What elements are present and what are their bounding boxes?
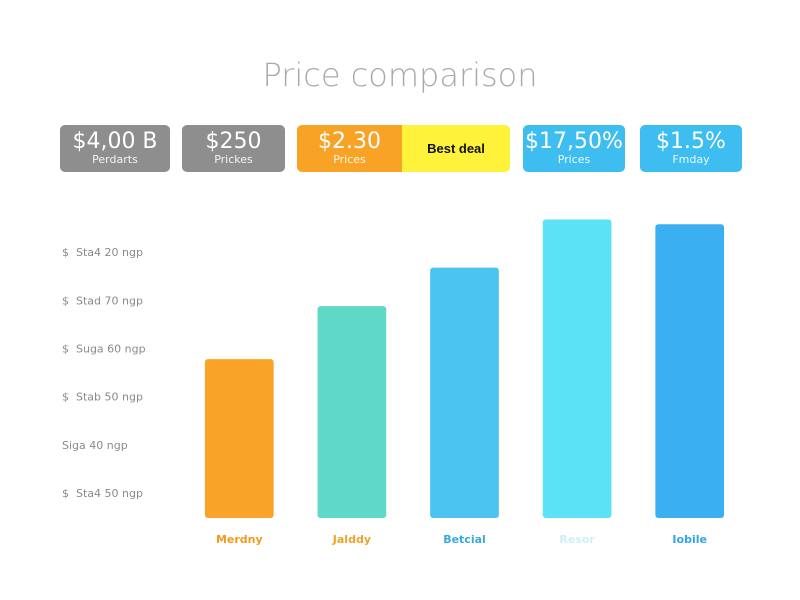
page-title: Price comparison: [262, 56, 538, 94]
stat-value: $17,50%: [525, 129, 623, 154]
y-tick-label: $ Suga 60 ngp: [62, 342, 146, 355]
stat-label: Fmday: [672, 153, 710, 166]
bar: [430, 267, 499, 518]
stat-main: $2.30 Prices: [297, 125, 402, 172]
stat-card: $17,50% Prices: [523, 125, 625, 172]
stat-value: $4,00 B: [72, 129, 158, 154]
stat-label: Prices: [333, 153, 366, 166]
bar: [317, 306, 387, 518]
y-tick-label: $ Stad 70 ngp: [62, 294, 143, 307]
x-tick-label: Betcial: [443, 533, 486, 546]
stat-card: $2.30 Prices Best deal: [297, 125, 510, 172]
bar: [655, 224, 725, 518]
y-tick-label: Siga 40 ngp: [62, 439, 128, 452]
stat-card: $250 Prickes: [182, 125, 285, 172]
stat-main: $4,00 B Perdarts: [60, 125, 170, 172]
stat-main: $1.5% Fmday: [640, 125, 742, 172]
bar: [204, 359, 274, 518]
stat-value: $2.30: [318, 129, 381, 154]
bar: [542, 219, 612, 518]
stat-label: Prices: [557, 153, 591, 166]
x-tick-label: Jalddy: [332, 533, 371, 546]
x-tick-label: Iobile: [672, 533, 707, 546]
x-tick-label: Resor: [559, 533, 595, 546]
y-tick-label: $ Sta4 20 ngp: [62, 246, 143, 259]
badge: Best deal: [402, 125, 510, 172]
stat-value: $250: [205, 129, 262, 154]
stat-card: $1.5% Fmday: [640, 125, 742, 172]
y-tick-label: $ Sta4 50 ngp: [62, 487, 143, 500]
stat-value: $1.5%: [656, 129, 726, 154]
x-tick-label: Merdny: [216, 533, 263, 546]
stat-card: $4,00 B Perdarts: [60, 125, 170, 172]
y-tick-label: $ Stab 50 ngp: [62, 391, 143, 404]
stat-main: $17,50% Prices: [523, 125, 625, 172]
stat-label: Perdarts: [92, 153, 138, 166]
stat-label: Prickes: [214, 153, 253, 166]
stat-main: $250 Prickes: [182, 125, 285, 172]
